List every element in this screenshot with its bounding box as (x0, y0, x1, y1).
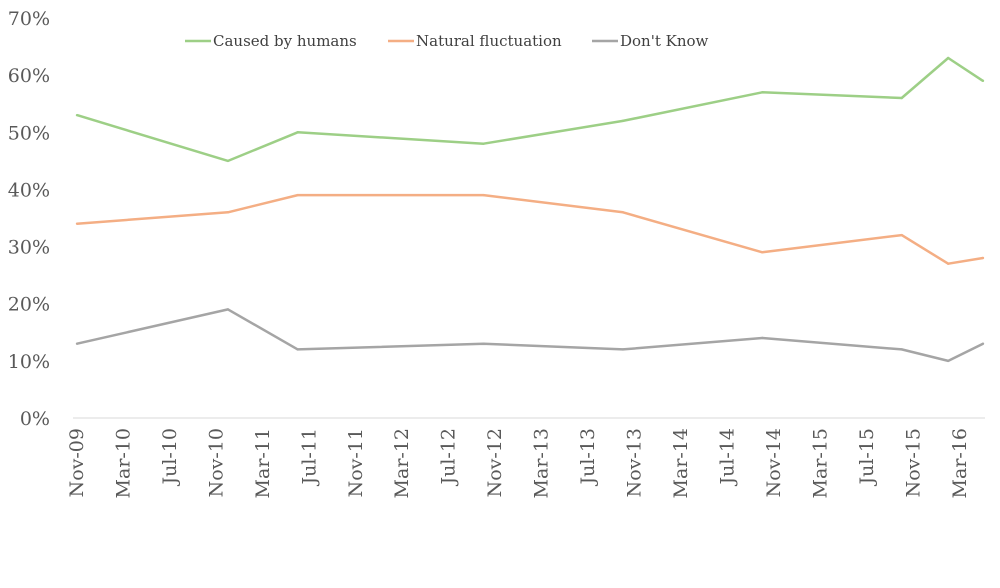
data-point (75, 222, 79, 225)
data-point (621, 348, 625, 351)
x-tick-label: Nov-15 (902, 428, 924, 497)
data-point (75, 342, 79, 345)
y-tick-label: 60% (8, 65, 50, 87)
x-tick-label: Nov-11 (345, 428, 367, 497)
legend-item: Natural fluctuation (388, 32, 562, 50)
x-tick-label: Jul-14 (716, 428, 738, 487)
data-point (482, 193, 485, 197)
x-tick-label: Jul-11 (298, 428, 320, 487)
data-point (226, 211, 230, 214)
data-point (482, 142, 485, 145)
data-point (226, 159, 230, 163)
x-tick-label: Nov-09 (66, 428, 88, 497)
data-point (981, 342, 985, 345)
x-tick-label: Nov-12 (484, 428, 506, 497)
x-tick-label: Mar-13 (531, 428, 553, 498)
x-tick-label: Jul-12 (438, 428, 460, 487)
y-tick-label: 20% (8, 294, 50, 316)
data-point (981, 256, 985, 260)
data-point (482, 342, 485, 345)
x-tick-label: Mar-12 (391, 428, 413, 498)
legend-item: Don't Know (592, 32, 709, 50)
data-point (296, 193, 299, 197)
data-point (296, 131, 299, 134)
x-tick-label: Nov-10 (205, 428, 227, 497)
x-tick-label: Mar-15 (809, 428, 831, 498)
x-tick-label: Nov-14 (763, 428, 785, 497)
series-line-2 (76, 308, 984, 363)
data-point (900, 348, 903, 351)
y-tick-label: 10% (8, 351, 50, 373)
y-tick-label: 70% (8, 8, 50, 30)
x-tick-label: Mar-10 (112, 428, 134, 498)
data-point (946, 56, 950, 60)
data-point (946, 262, 950, 265)
y-tick-label: 40% (8, 179, 50, 201)
legend-item: Caused by humans (185, 32, 357, 50)
data-point (761, 91, 764, 94)
x-tick-label: Mar-11 (252, 428, 274, 498)
data-point (226, 308, 230, 311)
data-point (75, 113, 79, 117)
x-tick-label: Mar-14 (670, 428, 692, 498)
data-point (621, 211, 625, 214)
y-tick-label: 50% (8, 122, 50, 144)
data-point (761, 336, 764, 340)
data-point (621, 119, 625, 123)
x-tick-label: Mar-16 (949, 428, 971, 498)
legend-label: Don't Know (620, 32, 709, 50)
data-point (761, 251, 764, 254)
data-point (981, 79, 985, 83)
x-tick-label: Jul-10 (159, 428, 181, 487)
data-point (946, 359, 950, 363)
series-line-1 (76, 193, 984, 265)
legend-label: Natural fluctuation (416, 32, 562, 50)
y-tick-label: 0% (20, 408, 50, 430)
data-point (296, 348, 299, 351)
x-tick-label: Nov-13 (624, 428, 646, 497)
data-point (900, 233, 903, 237)
series-line-0 (76, 56, 984, 163)
x-tick-label: Jul-13 (577, 428, 599, 487)
legend-label: Caused by humans (213, 32, 357, 50)
data-point (900, 96, 903, 100)
x-tick-label: Jul-15 (856, 428, 878, 487)
y-tick-label: 30% (8, 237, 50, 259)
